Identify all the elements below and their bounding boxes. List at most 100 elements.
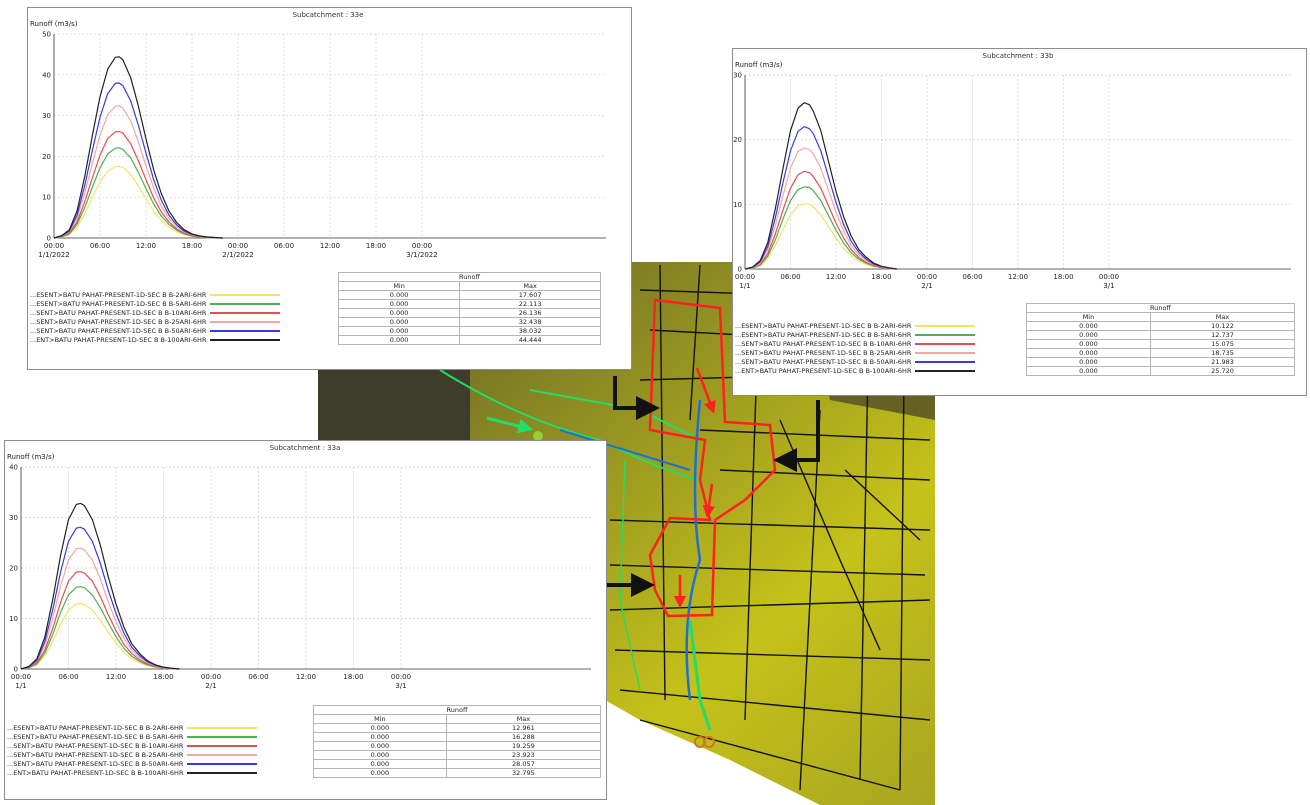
- x-tick-label: 18:00: [871, 273, 891, 281]
- max-value: 16.288: [445, 732, 602, 742]
- y-tick-label: 10: [733, 201, 742, 209]
- table-row: ...ESENT>BATU PAHAT-PRESENT-1D-SEC B B-2…: [7, 723, 602, 733]
- series-legend-cell: ...ESENT>BATU PAHAT-PRESENT-1D-SEC B B-5…: [30, 300, 339, 309]
- max-value: 38.032: [459, 326, 601, 336]
- series-legend-cell: ...SENT>BATU PAHAT-PRESENT-1D-SEC B B-50…: [30, 327, 339, 336]
- series-swatch: [210, 293, 281, 296]
- series-name: ...ESENT>BATU PAHAT-PRESENT-1D-SEC B B-5…: [30, 299, 207, 308]
- table-row: ...SENT>BATU PAHAT-PRESENT-1D-SEC B B-50…: [7, 759, 602, 769]
- x-tick-date-label: 2/1: [921, 282, 932, 290]
- table-corner: [7, 714, 314, 724]
- series-name: ...ESENT>BATU PAHAT-PRESENT-1D-SEC B B-5…: [735, 330, 912, 339]
- table-row: ...ENT>BATU PAHAT-PRESENT-1D-SEC B B-100…: [7, 768, 602, 778]
- y-tick-label: 10: [42, 194, 51, 202]
- min-value: 0.000: [1026, 366, 1151, 376]
- y-tick-label: 0: [47, 235, 51, 243]
- flow-arrows: [486, 367, 820, 609]
- series-line: [744, 126, 897, 270]
- y-tick-label: 30: [733, 72, 742, 80]
- stream-network: [439, 369, 712, 731]
- max-value: 23.923: [445, 750, 602, 760]
- table-row: ...ENT>BATU PAHAT-PRESENT-1D-SEC B B-100…: [30, 335, 601, 345]
- x-tick-label: 06:00: [274, 242, 294, 250]
- series-swatch: [210, 311, 281, 314]
- series-legend-cell: ...ESENT>BATU PAHAT-PRESENT-1D-SEC B B-2…: [30, 291, 339, 300]
- chart-title: Subcatchment : 33b: [982, 52, 1054, 60]
- x-tick-label: 12:00: [826, 273, 846, 281]
- table-group-header: Runoff: [1026, 303, 1295, 313]
- x-tick-label: 06:00: [780, 273, 800, 281]
- table-group-header: Runoff: [313, 705, 601, 715]
- x-tick-label: 00:00: [735, 273, 755, 281]
- series-line: [53, 130, 223, 239]
- min-value: 0.000: [1026, 357, 1151, 367]
- series-legend-cell: ...SENT>BATU PAHAT-PRESENT-1D-SEC B B-25…: [7, 751, 314, 760]
- y-tick-label: 30: [9, 514, 18, 522]
- max-column-header: Max: [445, 714, 602, 724]
- x-tick-date-label: 2/1: [205, 682, 216, 690]
- min-value: 0.000: [337, 290, 461, 300]
- x-tick-label: 18:00: [366, 242, 386, 250]
- series-line: [744, 186, 897, 270]
- max-value: 44.444: [459, 335, 601, 345]
- table-row: ...SENT>BATU PAHAT-PRESENT-1D-SEC B B-10…: [7, 741, 602, 751]
- series-swatch: [210, 329, 281, 332]
- y-tick-label: 40: [9, 464, 18, 472]
- series-legend-cell: ...ESENT>BATU PAHAT-PRESENT-1D-SEC B B-2…: [7, 724, 314, 733]
- series-swatch: [915, 369, 976, 372]
- y-axis-label: Runoff (m3/s): [7, 453, 55, 461]
- min-value: 0.000: [313, 759, 447, 769]
- max-value: 12.961: [445, 723, 602, 733]
- series-name: ...ENT>BATU PAHAT-PRESENT-1D-SEC B B-100…: [30, 335, 207, 344]
- x-tick-date-label: 3/1/2022: [406, 251, 437, 259]
- series-name: ...SENT>BATU PAHAT-PRESENT-1D-SEC B B-50…: [30, 326, 207, 335]
- series-line: [20, 571, 180, 670]
- y-axis-label: Runoff (m3/s): [735, 61, 783, 69]
- min-value: 0.000: [337, 308, 461, 318]
- series-line: [20, 547, 180, 670]
- table-row: ...ESENT>BATU PAHAT-PRESENT-1D-SEC B B-5…: [30, 299, 601, 309]
- x-tick-date-label: 1/1: [15, 682, 26, 690]
- y-tick-label: 20: [42, 153, 51, 161]
- series-name: ...SENT>BATU PAHAT-PRESENT-1D-SEC B B-25…: [30, 317, 207, 326]
- x-tick-label: 00:00: [391, 673, 411, 681]
- series-name: ...SENT>BATU PAHAT-PRESENT-1D-SEC B B-50…: [7, 759, 184, 768]
- series-swatch: [915, 333, 976, 336]
- series-legend-cell: ...SENT>BATU PAHAT-PRESENT-1D-SEC B B-10…: [30, 309, 339, 318]
- x-tick-date-label: 1/1/2022: [38, 251, 69, 259]
- y-tick-label: 20: [9, 565, 18, 573]
- series-name: ...ENT>BATU PAHAT-PRESENT-1D-SEC B B-100…: [735, 366, 912, 375]
- min-value: 0.000: [337, 299, 461, 309]
- max-value: 25.720: [1149, 366, 1296, 376]
- series-name: ...ESENT>BATU PAHAT-PRESENT-1D-SEC B B-2…: [735, 321, 912, 330]
- max-value: 22.113: [459, 299, 601, 309]
- series-legend-cell: ...ENT>BATU PAHAT-PRESENT-1D-SEC B B-100…: [7, 769, 314, 778]
- series-swatch: [187, 753, 258, 756]
- table-row: ...SENT>BATU PAHAT-PRESENT-1D-SEC B B-10…: [735, 339, 1296, 349]
- max-column-header: Max: [459, 281, 601, 291]
- runoff-table-33b: Runoff Min Max ...ESENT>BATU PAHAT-PRESENT-…: [735, 303, 1296, 376]
- series-legend-cell: ...SENT>BATU PAHAT-PRESENT-1D-SEC B B-25…: [735, 349, 1027, 358]
- series-line: [744, 203, 897, 270]
- table-corner: [30, 272, 339, 282]
- x-tick-label: 12:00: [106, 673, 126, 681]
- series-name: ...ESENT>BATU PAHAT-PRESENT-1D-SEC B B-5…: [7, 732, 184, 741]
- table-row: ...ESENT>BATU PAHAT-PRESENT-1D-SEC B B-5…: [735, 330, 1296, 340]
- series-line: [20, 526, 180, 670]
- min-column-header: Min: [313, 714, 447, 724]
- series-legend-cell: ...SENT>BATU PAHAT-PRESENT-1D-SEC B B-10…: [7, 742, 314, 751]
- min-value: 0.000: [1026, 321, 1151, 331]
- series-legend-cell: ...ESENT>BATU PAHAT-PRESENT-1D-SEC B B-2…: [735, 322, 1027, 331]
- series-name: ...SENT>BATU PAHAT-PRESENT-1D-SEC B B-10…: [735, 339, 912, 348]
- x-tick-label: 18:00: [343, 673, 363, 681]
- table-row: ...SENT>BATU PAHAT-PRESENT-1D-SEC B B-50…: [735, 357, 1296, 367]
- series-swatch: [187, 726, 258, 729]
- series-name: ...ESENT>BATU PAHAT-PRESENT-1D-SEC B B-2…: [7, 723, 184, 732]
- y-tick-label: 0: [14, 666, 18, 674]
- series-swatch: [187, 744, 258, 747]
- series-legend-cell: ...SENT>BATU PAHAT-PRESENT-1D-SEC B B-10…: [735, 340, 1027, 349]
- x-tick-date-label: 2/1/2022: [222, 251, 253, 259]
- x-tick-date-label: 1/1: [739, 282, 750, 290]
